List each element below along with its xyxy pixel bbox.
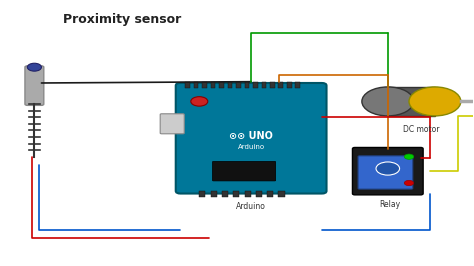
FancyBboxPatch shape bbox=[185, 82, 190, 88]
FancyBboxPatch shape bbox=[278, 82, 283, 88]
Text: DC motor: DC motor bbox=[402, 124, 439, 134]
Text: Proximity sensor: Proximity sensor bbox=[63, 13, 181, 26]
Circle shape bbox=[409, 87, 461, 116]
FancyBboxPatch shape bbox=[256, 191, 262, 197]
FancyBboxPatch shape bbox=[353, 147, 423, 195]
FancyBboxPatch shape bbox=[210, 191, 217, 197]
Circle shape bbox=[191, 97, 208, 106]
FancyBboxPatch shape bbox=[202, 82, 207, 88]
FancyBboxPatch shape bbox=[222, 191, 228, 197]
FancyBboxPatch shape bbox=[199, 191, 205, 197]
FancyBboxPatch shape bbox=[219, 82, 224, 88]
FancyBboxPatch shape bbox=[228, 82, 232, 88]
FancyBboxPatch shape bbox=[245, 82, 249, 88]
FancyBboxPatch shape bbox=[270, 82, 275, 88]
FancyBboxPatch shape bbox=[233, 191, 239, 197]
Text: Arduino: Arduino bbox=[237, 144, 264, 150]
FancyBboxPatch shape bbox=[267, 191, 273, 197]
FancyBboxPatch shape bbox=[212, 161, 276, 181]
FancyBboxPatch shape bbox=[236, 82, 241, 88]
FancyBboxPatch shape bbox=[210, 82, 215, 88]
FancyBboxPatch shape bbox=[176, 83, 327, 194]
Circle shape bbox=[362, 87, 414, 116]
FancyBboxPatch shape bbox=[262, 82, 266, 88]
Circle shape bbox=[404, 154, 414, 159]
FancyBboxPatch shape bbox=[160, 114, 184, 134]
Circle shape bbox=[27, 63, 41, 71]
FancyBboxPatch shape bbox=[278, 191, 284, 197]
FancyBboxPatch shape bbox=[287, 82, 292, 88]
FancyBboxPatch shape bbox=[295, 82, 300, 88]
FancyBboxPatch shape bbox=[358, 156, 413, 189]
Text: ⊙⊙ UNO: ⊙⊙ UNO bbox=[229, 131, 273, 141]
Circle shape bbox=[376, 162, 400, 175]
FancyBboxPatch shape bbox=[245, 191, 251, 197]
FancyBboxPatch shape bbox=[253, 82, 258, 88]
Polygon shape bbox=[388, 87, 435, 116]
FancyBboxPatch shape bbox=[194, 82, 198, 88]
Text: Relay: Relay bbox=[380, 200, 401, 209]
Circle shape bbox=[404, 180, 414, 186]
FancyBboxPatch shape bbox=[25, 66, 44, 105]
Text: Arduino: Arduino bbox=[236, 202, 266, 211]
